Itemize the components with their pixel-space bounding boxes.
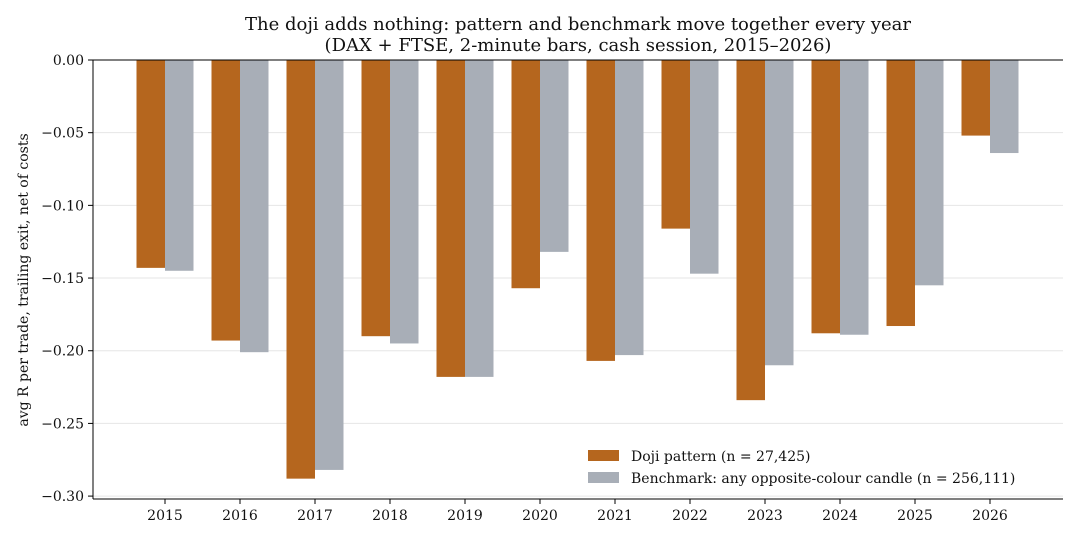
bar-benchmark xyxy=(765,60,794,366)
x-tick-label: 2018 xyxy=(372,508,408,524)
x-tick-label: 2019 xyxy=(447,508,483,524)
legend-label: Benchmark: any opposite-colour candle (n… xyxy=(631,471,1015,487)
legend-swatch xyxy=(588,472,619,483)
x-tick-label: 2015 xyxy=(147,508,183,524)
chart-title: The doji adds nothing: pattern and bench… xyxy=(245,14,911,35)
legend-label: Doji pattern (n = 27,425) xyxy=(631,449,810,465)
bar-doji xyxy=(436,60,465,377)
x-tick-label: 2025 xyxy=(897,508,933,524)
x-tick-label: 2016 xyxy=(222,508,258,524)
bar-doji xyxy=(886,60,915,327)
bar-benchmark xyxy=(690,60,719,274)
bar-doji xyxy=(586,60,615,361)
bar-doji xyxy=(661,60,690,229)
bars-group xyxy=(136,60,1019,479)
x-tick-label: 2020 xyxy=(522,508,558,524)
bar-benchmark xyxy=(165,60,194,271)
y-tick-label: 0.00 xyxy=(53,53,84,69)
y-tick-label: −0.25 xyxy=(41,416,84,432)
axes xyxy=(88,59,1063,504)
chart-subtitle: (DAX + FTSE, 2-minute bars, cash session… xyxy=(325,35,832,56)
y-axis-label: avg R per trade, trailing exit, net of c… xyxy=(16,133,32,426)
bar-benchmark xyxy=(390,60,419,344)
y-tick-label: −0.15 xyxy=(41,271,84,287)
bar-benchmark xyxy=(465,60,494,377)
x-tick-label: 2026 xyxy=(972,508,1008,524)
x-tick-label: 2023 xyxy=(747,508,783,524)
y-tick-label: −0.30 xyxy=(41,489,84,505)
y-tick-label: −0.10 xyxy=(41,198,84,214)
y-tick-labels: 0.00 −0.05 −0.10 −0.15 −0.20 −0.25 −0.30 xyxy=(41,53,84,505)
bar-benchmark xyxy=(990,60,1019,154)
x-tick-label: 2024 xyxy=(822,508,858,524)
x-tick-label: 2017 xyxy=(297,508,333,524)
bar-benchmark xyxy=(615,60,644,356)
x-tick-labels: 2015 2016 2017 2018 2019 2020 2021 2022 2023 2024… xyxy=(147,508,1008,524)
bar-doji xyxy=(286,60,315,479)
legend: Doji pattern (n = 27,425) Benchmark: any … xyxy=(588,449,1015,487)
legend-swatch xyxy=(588,450,619,461)
bar-doji xyxy=(511,60,540,289)
bar-benchmark xyxy=(315,60,344,470)
bar-doji xyxy=(811,60,840,334)
bar-benchmark xyxy=(840,60,869,335)
y-tick-label: −0.20 xyxy=(41,344,84,360)
x-tick-label: 2021 xyxy=(597,508,633,524)
x-tick-label: 2022 xyxy=(672,508,708,524)
bar-doji xyxy=(961,60,990,136)
bar-doji xyxy=(211,60,240,341)
y-tick-label: −0.05 xyxy=(41,126,84,142)
bar-doji xyxy=(361,60,390,337)
bar-benchmark xyxy=(540,60,569,252)
bar-doji xyxy=(136,60,165,268)
bar-benchmark xyxy=(915,60,944,286)
bar-benchmark xyxy=(240,60,269,353)
bar-doji xyxy=(736,60,765,401)
